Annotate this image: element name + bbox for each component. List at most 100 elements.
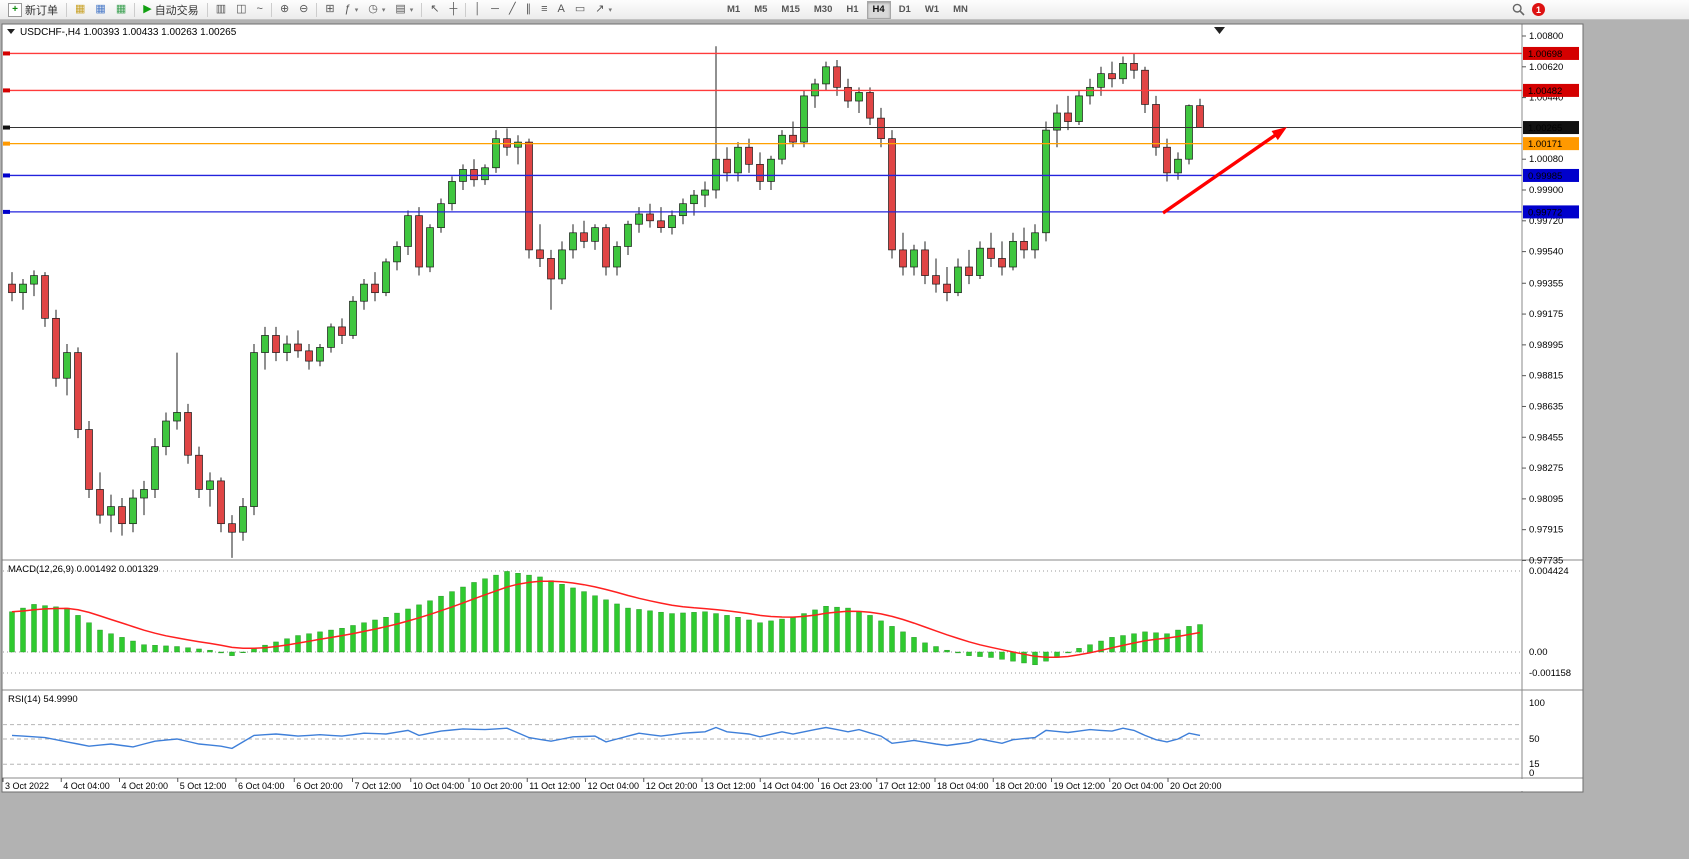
price-tag-1.00265: 1.00265 bbox=[1523, 121, 1579, 134]
cursor-button[interactable]: ↖ bbox=[425, 0, 444, 20]
tile-windows-button[interactable]: ⊞ bbox=[320, 0, 339, 20]
templates-icon: ▤ bbox=[395, 3, 406, 15]
data-window-icon: ▦ bbox=[115, 3, 127, 15]
autotrading-button[interactable]: ▶ 自动交易 bbox=[138, 0, 203, 20]
periods-button[interactable]: ◷ ▾ bbox=[363, 0, 390, 20]
timeframe-m15[interactable]: M15 bbox=[781, 4, 800, 15]
crosshair-button[interactable]: ┼ bbox=[445, 0, 463, 20]
price-axis-label: 0.98815 bbox=[1529, 371, 1563, 382]
rsi-label: RSI(14) 54.9990 bbox=[8, 694, 78, 705]
time-axis-label: 3 Oct 2022 bbox=[5, 781, 49, 791]
chart-expand-icon[interactable] bbox=[7, 29, 15, 34]
text-icon: A bbox=[557, 3, 565, 15]
horizontal-line-icon: ─ bbox=[491, 3, 499, 15]
text-button[interactable]: A bbox=[553, 0, 570, 20]
time-axis-label: 18 Oct 04:00 bbox=[937, 781, 989, 791]
level-edge-marker bbox=[3, 209, 10, 214]
rsi-line bbox=[11, 726, 1201, 750]
periods-icon: ◷ bbox=[368, 3, 378, 15]
toolbar-separator bbox=[270, 2, 272, 17]
chart-title: USDCHF-,H4 1.00393 1.00433 1.00263 1.002… bbox=[20, 27, 237, 38]
channel-button[interactable]: ∥ bbox=[521, 0, 537, 20]
svg-text:0.99985: 0.99985 bbox=[1528, 171, 1562, 182]
zoom-out-icon: ⊖ bbox=[299, 3, 309, 15]
chevron-down-icon: ▾ bbox=[381, 6, 386, 14]
new-order-button[interactable]: + 新订单 bbox=[3, 0, 63, 20]
timeframe-h1[interactable]: H1 bbox=[846, 4, 859, 15]
macd-label: MACD(12,26,9) 0.001492 0.001329 bbox=[8, 564, 159, 575]
candlestick-chart-button[interactable]: ◫ bbox=[231, 0, 251, 20]
level-edge-marker bbox=[3, 88, 10, 93]
trend-arrow-annotation[interactable] bbox=[1162, 127, 1287, 215]
price-axis[interactable]: 1.00800 1.00620 1.00440 1.00080 0.99900 0.997… bbox=[1521, 24, 1579, 792]
macd-axis-label: -0.001158 bbox=[1529, 668, 1571, 679]
price-axis-label: 0.97735 bbox=[1529, 555, 1563, 566]
chart-shift-marker[interactable] bbox=[1214, 27, 1225, 34]
fibonacci-icon: ≡ bbox=[541, 3, 548, 15]
market-watch-button[interactable]: ▦ bbox=[90, 0, 110, 20]
time-axis-label: 10 Oct 04:00 bbox=[413, 781, 465, 791]
new-order-icon: + bbox=[8, 2, 22, 17]
time-axis-label: 17 Oct 12:00 bbox=[879, 781, 931, 791]
zoom-out-button[interactable]: ⊖ bbox=[294, 0, 313, 20]
timeframe-h4[interactable]: H4 bbox=[866, 0, 891, 19]
bar-chart-button[interactable]: ▥ bbox=[211, 0, 231, 20]
crosshair-icon: ┼ bbox=[449, 3, 458, 15]
indicators-button[interactable]: ƒ ▾ bbox=[340, 0, 364, 20]
arrows-button[interactable]: ↗ ▾ bbox=[590, 0, 617, 20]
search-icon[interactable] bbox=[1512, 3, 1525, 16]
toolbar-right: 1 bbox=[1512, 3, 1545, 16]
notification-badge[interactable]: 1 bbox=[1532, 3, 1545, 16]
price-axis-label: 0.99540 bbox=[1529, 247, 1563, 258]
time-axis-label: 20 Oct 20:00 bbox=[1170, 781, 1222, 791]
toolbar: + 新订单 ▦ ▦ ▦ ▶ 自动交易 ▥ ◫ ~ ⊕ ⊖ ⊞ ƒ ▾ ◷ ▾ ▤ ▾ ↖ ┼ │ ─ ╱ ∥ ≡ A ▭ ↗ ▾ M1 M5… bbox=[0, 0, 1689, 20]
price-axis-label: 0.99355 bbox=[1529, 278, 1563, 289]
macd-axis-label: 0.004424 bbox=[1529, 566, 1569, 577]
trendline-button[interactable]: ╱ bbox=[504, 0, 521, 20]
timeframe-m5[interactable]: M5 bbox=[754, 4, 768, 15]
timeframe-mn[interactable]: MN bbox=[953, 4, 968, 15]
time-axis-label: 20 Oct 04:00 bbox=[1112, 781, 1164, 791]
price-axis-label: 1.00800 bbox=[1529, 31, 1563, 42]
chart-background bbox=[2, 24, 1583, 792]
time-axis-label: 4 Oct 04:00 bbox=[63, 781, 110, 791]
time-axis-label: 6 Oct 04:00 bbox=[238, 781, 285, 791]
text-label-button[interactable]: ▭ bbox=[570, 0, 590, 20]
price-axis-label: 1.00080 bbox=[1529, 154, 1563, 165]
zoom-in-button[interactable]: ⊕ bbox=[275, 0, 294, 20]
rsi-axis-label: 100 bbox=[1529, 698, 1545, 709]
time-axis-label: 18 Oct 20:00 bbox=[995, 781, 1047, 791]
timeframe-w1[interactable]: W1 bbox=[924, 4, 940, 15]
timeframe-d1[interactable]: D1 bbox=[898, 4, 911, 15]
time-axis-label: 5 Oct 12:00 bbox=[180, 781, 227, 791]
macd-signal-line bbox=[11, 580, 1201, 659]
timeframe-m30[interactable]: M30 bbox=[813, 4, 833, 15]
arrows-icon: ↗ bbox=[595, 3, 605, 15]
time-axis-label: 16 Oct 23:00 bbox=[821, 781, 873, 791]
profile-icon-button[interactable]: ▦ bbox=[70, 0, 90, 20]
new-order-button-label: 新订单 bbox=[25, 4, 58, 17]
horizontal-line-button[interactable]: ─ bbox=[486, 0, 504, 20]
data-window-button[interactable]: ▦ bbox=[111, 0, 131, 20]
price-axis-label: 1.00440 bbox=[1529, 93, 1563, 104]
profile-icon-icon: ▦ bbox=[75, 3, 86, 15]
templates-button[interactable]: ▤ ▾ bbox=[390, 0, 418, 20]
trendline-icon: ╱ bbox=[508, 3, 516, 15]
timeframe-m1[interactable]: M1 bbox=[727, 4, 741, 15]
time-axis-label: 12 Oct 04:00 bbox=[588, 781, 640, 791]
time-axis-label: 4 Oct 20:00 bbox=[122, 781, 169, 791]
time-axis-label: 6 Oct 20:00 bbox=[296, 781, 343, 791]
macd-indicator-panel bbox=[3, 570, 1522, 674]
toolbar-separator bbox=[465, 2, 467, 17]
vertical-line-button[interactable]: │ bbox=[469, 0, 486, 20]
time-axis[interactable]: 3 Oct 2022 4 Oct 04:00 4 Oct 20:00 5 Oct 12… bbox=[2, 778, 1582, 791]
price-axis-label: 0.98455 bbox=[1529, 432, 1563, 443]
svg-text:1.00265: 1.00265 bbox=[1528, 123, 1562, 134]
level-lines-layer[interactable] bbox=[3, 51, 1522, 214]
fibonacci-button[interactable]: ≡ bbox=[536, 0, 552, 20]
price-axis-label: 1.00620 bbox=[1529, 62, 1563, 73]
line-chart-button[interactable]: ~ bbox=[252, 0, 268, 20]
chart-window-border bbox=[1, 23, 1584, 793]
